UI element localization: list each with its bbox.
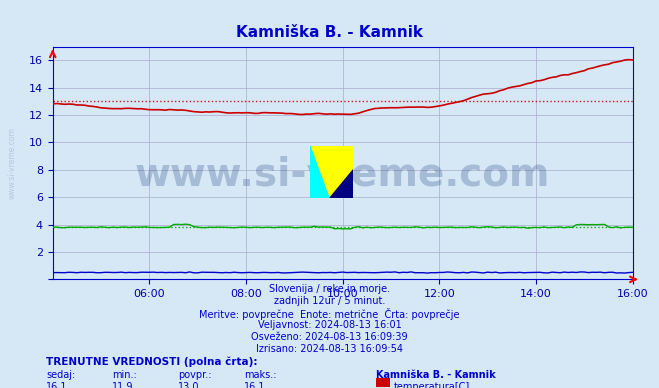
Text: 16,1: 16,1: [244, 382, 266, 388]
Text: www.si-vreme.com: www.si-vreme.com: [8, 127, 17, 199]
Text: Kamniška B. - Kamnik: Kamniška B. - Kamnik: [236, 25, 423, 40]
Text: Osveženo: 2024-08-13 16:09:39: Osveženo: 2024-08-13 16:09:39: [251, 332, 408, 342]
Text: Kamniška B. - Kamnik: Kamniška B. - Kamnik: [376, 370, 496, 380]
Text: povpr.:: povpr.:: [178, 370, 212, 380]
Text: 16,1: 16,1: [46, 382, 68, 388]
Text: 13,0: 13,0: [178, 382, 200, 388]
Text: Slovenija / reke in morje.: Slovenija / reke in morje.: [269, 284, 390, 294]
Text: 11,9: 11,9: [112, 382, 134, 388]
Text: maks.:: maks.:: [244, 370, 276, 380]
Text: Meritve: povprečne  Enote: metrične  Črta: povprečje: Meritve: povprečne Enote: metrične Črta:…: [199, 308, 460, 320]
Text: temperatura[C]: temperatura[C]: [393, 382, 470, 388]
Text: www.si-vreme.com: www.si-vreme.com: [135, 156, 550, 194]
Text: min.:: min.:: [112, 370, 137, 380]
Text: zadnjih 12ur / 5 minut.: zadnjih 12ur / 5 minut.: [273, 296, 386, 306]
Text: Veljavnost: 2024-08-13 16:01: Veljavnost: 2024-08-13 16:01: [258, 320, 401, 330]
Text: sedaj:: sedaj:: [46, 370, 75, 380]
Polygon shape: [329, 169, 353, 198]
Polygon shape: [310, 146, 329, 198]
Text: Izrisano: 2024-08-13 16:09:54: Izrisano: 2024-08-13 16:09:54: [256, 344, 403, 354]
Text: TRENUTNE VREDNOSTI (polna črta):: TRENUTNE VREDNOSTI (polna črta):: [46, 356, 258, 367]
